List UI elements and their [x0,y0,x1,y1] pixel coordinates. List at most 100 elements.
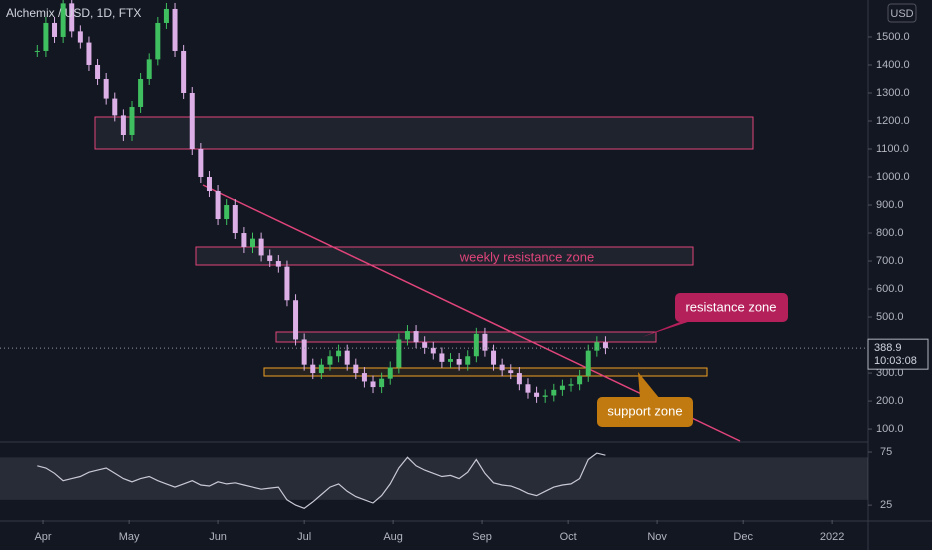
candle [404,331,410,340]
y-tick-label: 500.0 [876,311,904,323]
candle [198,149,204,178]
y-tick-label: 25 [880,499,892,511]
callout-box [597,397,693,427]
candle [473,333,479,357]
callout-label: resistance zone [685,299,776,314]
zone-box [263,367,708,377]
callout-pointer [642,318,700,337]
callout-label: support zone [607,403,682,418]
candle [95,64,101,79]
symbol-title: Alchemix / USD, 1D, FTX [6,6,141,20]
last-price-box [867,338,929,370]
candle [77,31,83,43]
candle [413,331,419,343]
currency-badge[interactable] [887,3,917,23]
y-tick-label: 300.0 [876,367,904,379]
candle [34,50,40,52]
candle [293,300,299,340]
zone-label: weekly resistance zone [459,249,594,264]
candle [318,364,324,374]
y-tick-label: 600.0 [876,283,904,295]
candle [60,3,66,37]
zone-box [195,246,694,266]
candle [69,3,75,32]
candle [551,389,557,396]
indicator-line [37,452,606,509]
candle [241,233,247,248]
candle [447,359,453,362]
candle [542,395,548,397]
candle [224,205,230,220]
candle [585,350,591,376]
x-tick-label: Aug [383,531,403,543]
x-tick-label: May [119,531,140,543]
y-tick-label: 1500.0 [876,31,910,43]
y-tick-label: 1400.0 [876,59,910,71]
y-tick-label: 700.0 [876,255,904,267]
x-tick-label: Dec [733,531,753,543]
candle [370,381,376,388]
candle [344,350,350,365]
candle [387,367,393,379]
candle [86,42,92,65]
x-tick-label: Jun [209,531,227,543]
candle [327,356,333,365]
candle [310,364,316,374]
candle [155,22,161,60]
x-tick-label: 2022 [820,531,844,543]
candle [129,106,135,135]
price-pane [34,0,608,403]
candle [439,353,445,362]
candle [232,205,238,234]
y-tick-label: 1200.0 [876,115,910,127]
callout-pointer [638,372,660,399]
candle [568,384,574,386]
candle [516,373,522,385]
candle [465,356,471,365]
last-price-label: 388.9 [874,342,902,354]
candle [602,342,608,349]
candle [206,177,212,192]
candle [361,373,367,382]
candle [275,261,281,267]
candle [396,339,402,368]
candle [120,115,126,135]
y-tick-label: 1000.0 [876,171,910,183]
indicator-band [0,457,868,500]
candle [491,350,497,365]
candle [52,22,58,37]
y-tick-label: 100.0 [876,423,904,435]
candle [284,266,290,301]
zone-box [94,116,754,150]
candle [267,255,273,262]
candle [181,50,187,93]
candle [112,98,118,116]
candle [103,78,109,99]
y-tick-label: 1300.0 [876,87,910,99]
candle [430,347,436,354]
candle [499,364,505,371]
y-tick-label: 75 [880,446,892,458]
countdown-label: 10:03:08 [874,355,917,367]
y-tick-label: 200.0 [876,395,904,407]
x-tick-label: Jul [297,531,311,543]
candle [353,364,359,374]
zones [94,116,754,442]
candle [138,78,144,107]
zone-box [275,331,657,343]
currency-label: USD [890,8,913,20]
candle [301,339,307,365]
callout-box [675,293,788,322]
x-tick-label: Sep [472,531,492,543]
callouts: weekly resistance zone resistance zone s… [459,249,788,427]
candle [43,22,49,51]
y-tick-label: 800.0 [876,227,904,239]
candle [534,392,540,397]
candle [559,385,565,390]
candle [456,359,462,365]
candle [422,342,428,348]
y-tick-label: 900.0 [876,199,904,211]
candle [482,333,488,351]
